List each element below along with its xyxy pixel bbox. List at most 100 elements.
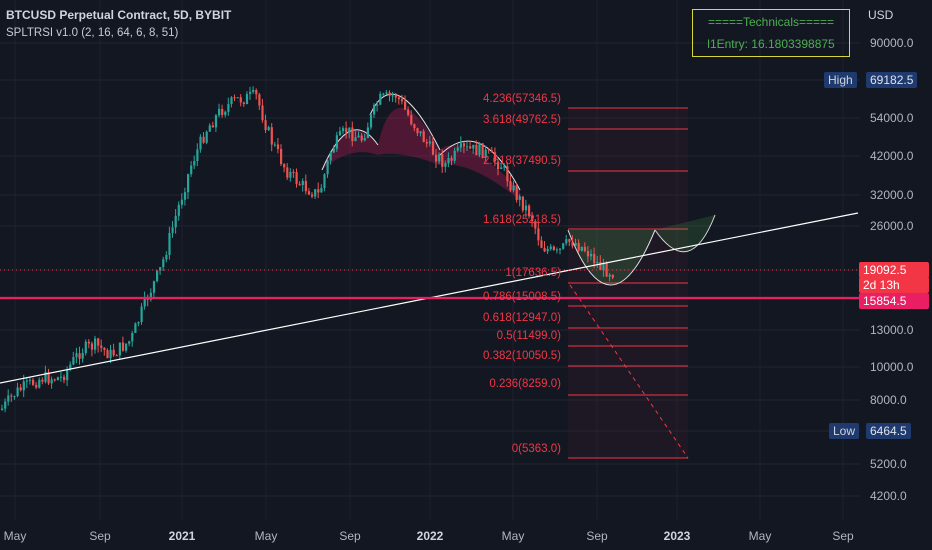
candle-body bbox=[63, 376, 66, 381]
candle-body bbox=[103, 347, 106, 351]
fib-label: 4.236(57346.5) bbox=[482, 93, 561, 105]
candle-body bbox=[242, 102, 245, 105]
candle-body bbox=[447, 157, 450, 164]
candle-body bbox=[205, 131, 208, 143]
candle-body bbox=[394, 95, 397, 98]
candle-body bbox=[134, 323, 137, 334]
fib-label: 1(17636.5) bbox=[505, 267, 561, 279]
candle-body bbox=[81, 352, 84, 359]
candle-body bbox=[565, 239, 568, 244]
candle-body bbox=[419, 131, 422, 134]
candle-body bbox=[115, 355, 118, 357]
candle-body bbox=[444, 163, 447, 167]
candle-body bbox=[165, 254, 168, 260]
candle-body bbox=[404, 101, 407, 110]
candle-body bbox=[180, 199, 183, 205]
currency-label: USD bbox=[868, 8, 894, 22]
candle-body bbox=[84, 341, 87, 353]
candle-body bbox=[388, 92, 391, 96]
candle-body bbox=[258, 94, 261, 106]
candle-body bbox=[586, 251, 590, 257]
candle-body bbox=[503, 166, 506, 168]
candle-body bbox=[13, 396, 16, 398]
candle-body bbox=[78, 353, 81, 359]
handle-fill bbox=[655, 215, 715, 252]
candle-body bbox=[28, 379, 32, 381]
candle-body bbox=[596, 261, 599, 264]
candle-body bbox=[323, 174, 326, 188]
candle-body bbox=[202, 136, 205, 143]
x-tick: Sep bbox=[89, 529, 111, 543]
candle-body bbox=[94, 338, 97, 350]
candle-body bbox=[227, 103, 230, 112]
candle-body bbox=[410, 115, 413, 125]
candle-body bbox=[156, 270, 159, 282]
candle-body bbox=[379, 93, 382, 105]
candle-body bbox=[562, 243, 565, 249]
candle-body bbox=[255, 89, 258, 95]
candle-body bbox=[416, 128, 419, 134]
candle-body bbox=[459, 143, 462, 148]
candle-body bbox=[162, 259, 165, 268]
candle-body bbox=[283, 164, 286, 168]
candle-body bbox=[342, 128, 345, 132]
candle-body bbox=[583, 246, 586, 252]
candle-body bbox=[484, 149, 487, 159]
candle-body bbox=[546, 248, 549, 252]
fib-label: 2.618(37490.5) bbox=[482, 155, 561, 167]
candle-body bbox=[524, 205, 528, 211]
candle-body bbox=[338, 131, 342, 136]
candle-body bbox=[143, 296, 146, 307]
candle-body bbox=[106, 350, 109, 359]
candle-body bbox=[56, 377, 59, 381]
candle-body bbox=[428, 141, 431, 144]
low-marker-label: Low bbox=[829, 423, 860, 439]
candle-body bbox=[500, 167, 503, 170]
candle-body bbox=[373, 104, 376, 115]
fib-label: 0.5(11499.0) bbox=[496, 330, 561, 342]
y-tick: 5200.0 bbox=[870, 457, 907, 471]
countdown-tag: 2d 13h bbox=[859, 277, 929, 293]
candle-body bbox=[497, 161, 500, 170]
candle-body bbox=[224, 111, 227, 115]
candle-body bbox=[174, 215, 177, 228]
candle-body bbox=[35, 384, 38, 388]
candle-body bbox=[131, 333, 134, 342]
candle-body bbox=[183, 192, 187, 200]
candle-body bbox=[59, 376, 63, 378]
candle-body bbox=[10, 395, 13, 397]
x-tick: 2021 bbox=[168, 529, 196, 543]
candle-body bbox=[137, 322, 140, 324]
x-tick: May bbox=[254, 529, 278, 543]
candle-body bbox=[608, 274, 611, 277]
candle-body bbox=[317, 189, 320, 193]
y-tick: 4200.0 bbox=[870, 489, 907, 503]
candle-body bbox=[301, 180, 304, 186]
candle-body bbox=[441, 154, 444, 167]
y-tick: 90000.0 bbox=[870, 36, 914, 50]
candle-body bbox=[599, 261, 602, 271]
high-marker-value: 69182.5 bbox=[866, 72, 918, 88]
candle-body bbox=[187, 174, 190, 193]
symbol-title[interactable]: BTCUSD Perpetual Contract, 5D, BYBIT bbox=[6, 8, 232, 22]
candle-body bbox=[397, 97, 400, 100]
pattern-fill bbox=[322, 107, 520, 200]
candle-body bbox=[121, 342, 125, 351]
candle-body bbox=[264, 120, 267, 131]
candle-body bbox=[549, 246, 552, 249]
candle-body bbox=[326, 160, 329, 175]
candle-body bbox=[314, 189, 317, 197]
level-price-tag: 15854.5 bbox=[859, 293, 929, 309]
candle-body bbox=[41, 379, 44, 382]
candle-body bbox=[528, 205, 531, 216]
indicator-legend[interactable]: SPLTRSI v1.0 (2, 16, 64, 6, 8, 51) bbox=[6, 27, 179, 39]
projection-line bbox=[569, 284, 689, 459]
candle-body bbox=[571, 241, 574, 246]
candle-body bbox=[515, 185, 518, 200]
candle-body bbox=[75, 353, 78, 358]
fib-label: 0(5363.0) bbox=[511, 443, 561, 455]
candle-body bbox=[97, 338, 100, 346]
candle-body bbox=[453, 150, 456, 161]
candle-body bbox=[190, 165, 193, 175]
